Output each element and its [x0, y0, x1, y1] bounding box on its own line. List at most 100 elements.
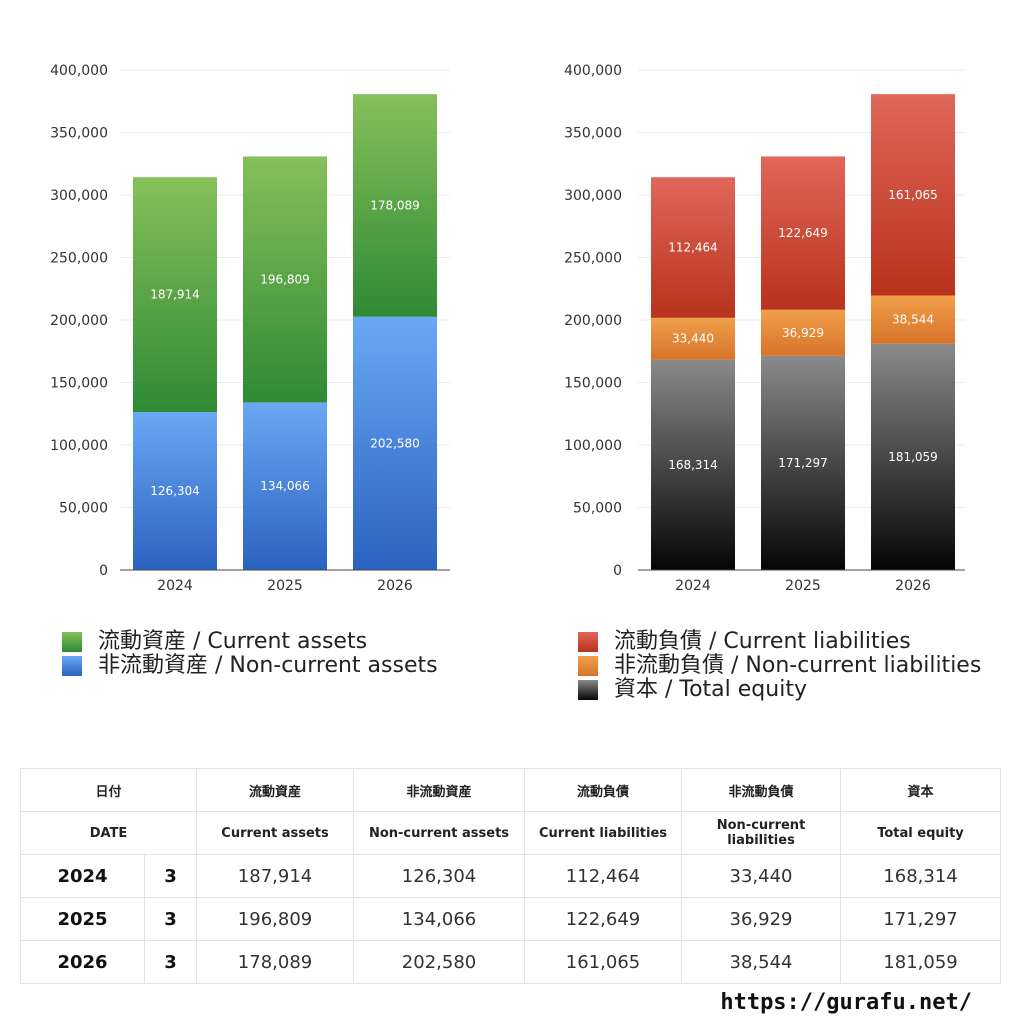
legend-liabilities-equity: 流動負債 / Current liabilities 非流動負債 / Non-cu… — [578, 630, 981, 702]
table-cell: 196,809 — [196, 897, 355, 941]
bar-segment — [871, 94, 955, 296]
table-cell: 36,929 — [681, 897, 842, 941]
data-label: 171,297 — [778, 456, 828, 470]
bar-segment — [761, 355, 845, 570]
table-cell: 134,066 — [353, 897, 526, 941]
x-tick-label: 2026 — [895, 578, 931, 594]
table-header-noncurrent-liabilities-en: Non-current liabilities — [681, 811, 842, 855]
y-tick-label: 0 — [99, 563, 108, 579]
data-label: 161,065 — [888, 188, 938, 202]
data-label: 38,544 — [892, 313, 934, 327]
table-header-jp-row: 日付 流動資産 非流動資産 流動負債 非流動負債 資本 — [19, 768, 1002, 812]
legend-swatch — [62, 632, 82, 652]
table-header-equity-en: Total equity — [840, 811, 1002, 855]
table-cell: 202,580 — [353, 940, 526, 984]
table-header-current-liabilities-jp: 流動負債 — [524, 768, 683, 812]
data-label: 181,059 — [888, 450, 938, 464]
table-header-en-row: DATE Current assets Non-current assets C… — [19, 811, 1002, 855]
data-label: 112,464 — [668, 241, 718, 255]
data-label: 178,089 — [370, 198, 420, 212]
bar-segment — [243, 402, 327, 570]
table-header-noncurrent-liabilities-jp: 非流動負債 — [681, 768, 842, 812]
table-row: 2024 3 187,914 126,304 112,464 33,440 16… — [20, 854, 1002, 898]
site-url[interactable]: https://gurafu.net/ — [720, 990, 972, 1015]
bar-segment — [353, 316, 437, 570]
data-label: 187,914 — [150, 288, 200, 302]
y-tick-label: 200,000 — [564, 313, 622, 329]
table-header-noncurrent-assets-jp: 非流動資産 — [353, 768, 526, 812]
y-tick-label: 50,000 — [573, 501, 622, 517]
data-label: 196,809 — [260, 272, 310, 286]
bar-segment — [871, 295, 955, 344]
chart-liabilities-equity: 0 50,000 100,000 150,000 200,000 250,000 300,0… — [564, 63, 965, 594]
y-tick-label: 400,000 — [50, 63, 108, 79]
table-cell: 178,089 — [196, 940, 355, 984]
table-cell: 161,065 — [524, 940, 683, 984]
bar-segment — [761, 309, 845, 356]
bar-segment — [353, 94, 437, 317]
x-tick-label: 2025 — [267, 578, 303, 594]
table-cell: 112,464 — [524, 854, 683, 898]
data-label: 168,314 — [668, 458, 718, 472]
charts-canvas: 0 50,000 100,000 150,000 200,000 250,000 300,0… — [50, 63, 965, 594]
table-header-noncurrent-assets-en: Non-current assets — [353, 811, 526, 855]
bar-segment — [761, 156, 845, 310]
y-tick-label: 400,000 — [564, 63, 622, 79]
bar-segment — [871, 343, 955, 570]
table-cell: 38,544 — [681, 940, 842, 984]
legend-swatch — [578, 632, 598, 652]
bar-segment — [133, 177, 217, 413]
data-label: 202,580 — [370, 436, 420, 450]
legend-label: 流動負債 / Current liabilities — [614, 629, 911, 654]
legend-label: 非流動負債 / Non-current liabilities — [614, 653, 982, 678]
y-tick-label: 150,000 — [564, 376, 622, 392]
table-header-equity-jp: 資本 — [840, 768, 1002, 812]
table-header-current-assets-jp: 流動資産 — [196, 768, 355, 812]
y-tick-label: 100,000 — [564, 438, 622, 454]
table-header-date-en: DATE — [19, 811, 198, 855]
table-cell-year: 2026 — [20, 940, 145, 984]
y-tick-label: 0 — [613, 563, 622, 579]
table-cell: 126,304 — [353, 854, 526, 898]
table-row: 2025 3 196,809 134,066 122,649 36,929 17… — [20, 897, 1002, 941]
data-label: 36,929 — [782, 326, 824, 340]
legend-swatch — [578, 680, 598, 700]
bar-segment — [651, 317, 735, 360]
data-label: 122,649 — [778, 226, 828, 240]
table-header-current-liabilities-en: Current liabilities — [524, 811, 683, 855]
x-tick-label: 2024 — [675, 578, 711, 594]
y-tick-label: 300,000 — [50, 188, 108, 204]
table-cell: 181,059 — [840, 940, 1002, 984]
bar-segment — [651, 177, 735, 318]
legend-assets: 流動資産 / Current assets 非流動資産 / Non-current… — [62, 630, 438, 678]
legend-swatch — [62, 656, 82, 676]
y-tick-label: 350,000 — [50, 126, 108, 142]
summary-table: 日付 流動資産 非流動資産 流動負債 非流動負債 資本 DATE Current… — [19, 768, 1002, 984]
legend-item: 流動負債 / Current liabilities — [578, 630, 981, 654]
y-tick-label: 150,000 — [50, 376, 108, 392]
y-tick-label: 100,000 — [50, 438, 108, 454]
legend-item: 資本 / Total equity — [578, 678, 981, 702]
bar-segment — [651, 359, 735, 570]
legend-item: 非流動資産 / Non-current assets — [62, 654, 438, 678]
legend-label: 資本 / Total equity — [614, 677, 807, 702]
data-label: 134,066 — [260, 479, 310, 493]
table-cell-year: 2024 — [20, 854, 145, 898]
table-cell: 171,297 — [840, 897, 1002, 941]
y-tick-label: 250,000 — [50, 251, 108, 267]
legend-label: 流動資産 / Current assets — [98, 629, 368, 654]
chart-assets: 0 50,000 100,000 150,000 200,000 250,000 300,0… — [50, 63, 450, 594]
bar-segment — [243, 156, 327, 403]
legend-item: 非流動負債 / Non-current liabilities — [578, 654, 981, 678]
table-header-date-jp: 日付 — [19, 768, 198, 812]
table-cell: 187,914 — [196, 854, 355, 898]
legend-item: 流動資産 / Current assets — [62, 630, 438, 654]
table-cell-year: 2025 — [20, 897, 145, 941]
legend-label: 非流動資産 / Non-current assets — [98, 653, 438, 678]
table-row: 2026 3 178,089 202,580 161,065 38,544 18… — [20, 940, 1002, 984]
x-tick-label: 2024 — [157, 578, 193, 594]
table-cell: 122,649 — [524, 897, 683, 941]
data-label: 33,440 — [672, 332, 714, 346]
bar-segment — [133, 412, 217, 570]
x-tick-label: 2025 — [785, 578, 821, 594]
